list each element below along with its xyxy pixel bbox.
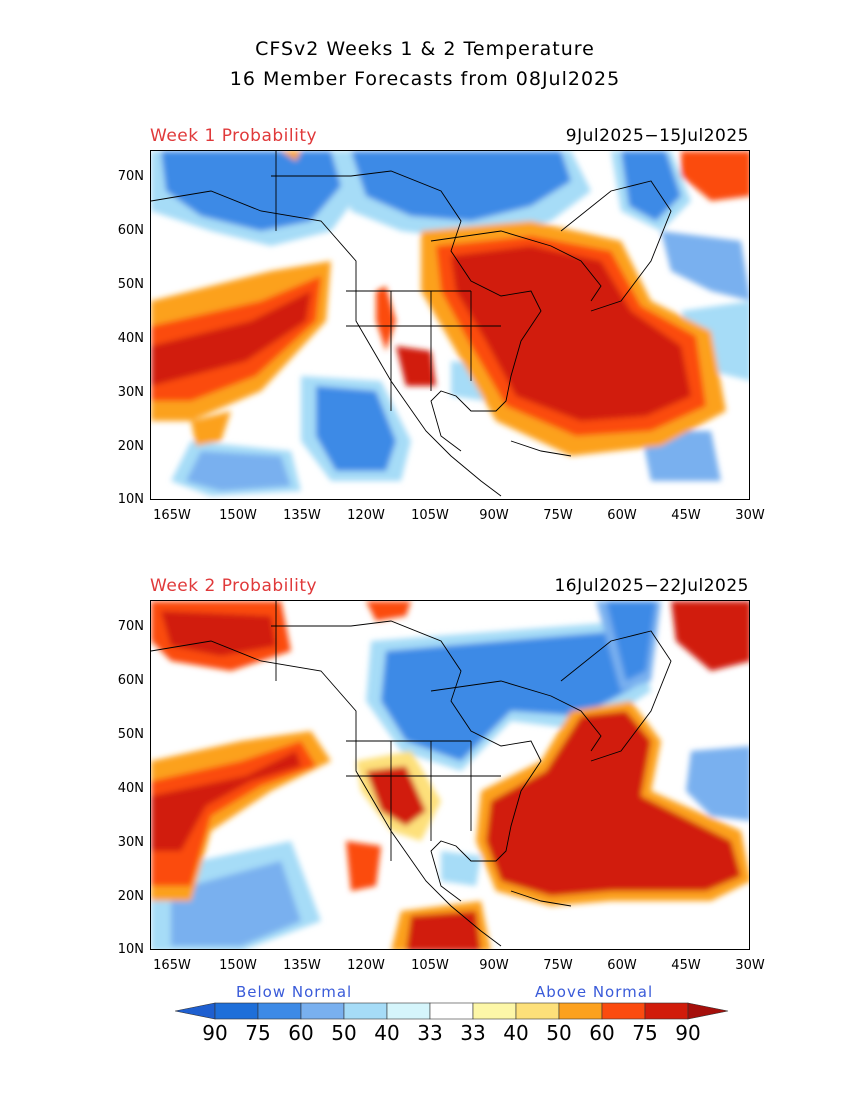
week1-date-range: 9Jul2025−15Jul2025 xyxy=(565,126,749,146)
colorbar-value-label: 90 xyxy=(202,1021,228,1045)
colorbar-segment xyxy=(257,1002,302,1020)
below-normal-label: Below Normal xyxy=(236,983,353,1001)
colorbar-value-label: 40 xyxy=(503,1021,529,1045)
lon-label: 75W xyxy=(543,508,573,523)
colorbar-segment xyxy=(644,1002,689,1020)
lat-label: 70N xyxy=(117,169,144,184)
lon-label: 165W xyxy=(153,508,191,523)
lon-label: 30W xyxy=(735,958,765,973)
lon-label: 165W xyxy=(153,958,191,973)
lat-label: 70N xyxy=(117,619,144,634)
week2-probability-label: Week 2 Probability xyxy=(150,576,318,596)
lon-label: 60W xyxy=(607,958,637,973)
week2-date-range: 16Jul2025−22Jul2025 xyxy=(554,576,749,596)
lon-label: 60W xyxy=(607,508,637,523)
week1-probability-label: Week 1 Probability xyxy=(150,126,318,146)
lon-label: 150W xyxy=(219,958,257,973)
title-line-1: CFSv2 Weeks 1 & 2 Temperature xyxy=(255,38,595,60)
week2-map-graphic xyxy=(151,601,749,949)
lat-label: 20N xyxy=(117,889,144,904)
week2-probability-map xyxy=(150,600,750,950)
lon-label: 30W xyxy=(735,508,765,523)
lon-label: 135W xyxy=(283,508,321,523)
title-line-2: 16 Member Forecasts from 08Jul2025 xyxy=(229,68,621,90)
lon-label: 90W xyxy=(479,958,509,973)
colorbar-value-label: 90 xyxy=(675,1021,701,1045)
lat-label: 50N xyxy=(117,727,144,742)
colorbar-value-label: 75 xyxy=(245,1021,271,1045)
colorbar-segment xyxy=(558,1002,603,1020)
lon-label: 105W xyxy=(411,958,449,973)
lon-label: 105W xyxy=(411,508,449,523)
colorbar-value-label: 33 xyxy=(460,1021,486,1045)
colorbar-segment xyxy=(386,1002,431,1020)
lat-label: 40N xyxy=(117,331,144,346)
colorbar-segment xyxy=(515,1002,560,1020)
colorbar-segment xyxy=(214,1002,259,1020)
lat-label: 30N xyxy=(117,835,144,850)
lon-label: 45W xyxy=(671,958,701,973)
colorbar-segment xyxy=(429,1002,474,1020)
colorbar-value-label: 60 xyxy=(288,1021,314,1045)
lon-label: 75W xyxy=(543,958,573,973)
lon-label: 90W xyxy=(479,508,509,523)
lat-label: 20N xyxy=(117,439,144,454)
lat-label: 10N xyxy=(117,942,144,957)
week1-map-graphic xyxy=(151,151,749,497)
colorbar-arrow-above xyxy=(687,1002,729,1020)
lon-label: 120W xyxy=(347,958,385,973)
color-bar xyxy=(175,1002,729,1020)
lon-label: 150W xyxy=(219,508,257,523)
colorbar-segment xyxy=(472,1002,517,1020)
colorbar-arrow-below xyxy=(175,1002,216,1020)
colorbar-value-label: 50 xyxy=(546,1021,572,1045)
lat-label: 40N xyxy=(117,781,144,796)
lon-label: 120W xyxy=(347,508,385,523)
lat-label: 10N xyxy=(117,492,144,507)
colorbar-value-label: 60 xyxy=(589,1021,615,1045)
lat-label: 50N xyxy=(117,277,144,292)
colorbar-value-label: 33 xyxy=(417,1021,443,1045)
week1-probability-map xyxy=(150,150,750,500)
lon-label: 45W xyxy=(671,508,701,523)
colorbar-value-label: 40 xyxy=(374,1021,400,1045)
colorbar-value-label: 50 xyxy=(331,1021,357,1045)
lat-label: 30N xyxy=(117,385,144,400)
colorbar-segment xyxy=(601,1002,646,1020)
lat-label: 60N xyxy=(117,223,144,238)
colorbar-segment xyxy=(300,1002,345,1020)
lon-label: 135W xyxy=(283,958,321,973)
above-normal-label: Above Normal xyxy=(535,983,654,1001)
lat-label: 60N xyxy=(117,673,144,688)
colorbar-segment xyxy=(343,1002,388,1020)
colorbar-value-label: 75 xyxy=(632,1021,658,1045)
